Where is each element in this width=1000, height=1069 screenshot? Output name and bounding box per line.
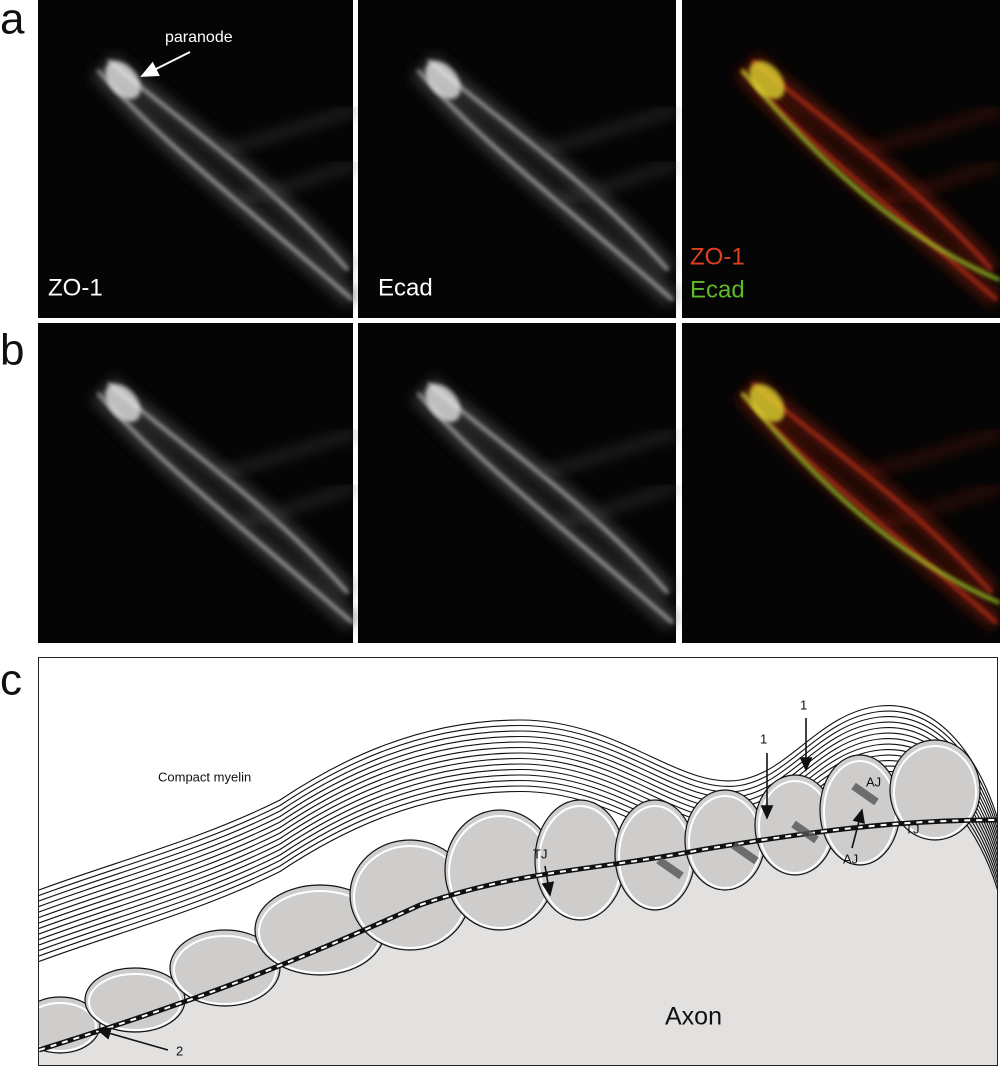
diagram-label: AJ <box>843 851 858 866</box>
fiber-glow <box>881 160 1000 205</box>
myelin-lamella <box>39 743 997 930</box>
paranodal-loop <box>889 739 981 841</box>
axolemma-dash <box>39 819 997 1051</box>
fiber-glow <box>861 105 1000 155</box>
myelin-lamella <box>39 749 997 935</box>
myelin-lamella <box>39 754 997 941</box>
diagram-arrows <box>96 718 865 1051</box>
paranode-spot <box>425 60 461 100</box>
channel-label: ZO-1 <box>690 243 745 270</box>
fiber-glow <box>557 483 677 528</box>
image-caption: ZO-1 <box>48 274 103 301</box>
fluorescence <box>91 376 359 630</box>
fluorescence <box>91 53 359 307</box>
myelin-lamella <box>39 738 997 924</box>
junction <box>731 841 759 865</box>
diagram-label: TJ <box>905 821 919 836</box>
paranode-spot <box>105 60 141 100</box>
paranode-spot <box>425 383 461 423</box>
paranodal-loop <box>534 799 626 921</box>
fiber-glow <box>557 160 677 205</box>
annotation-arrow <box>140 51 191 77</box>
fiber-glow <box>237 160 357 205</box>
myelin-lamella <box>39 732 997 919</box>
diagram-label: Compact myelin <box>158 769 251 784</box>
junction <box>791 820 819 844</box>
image-caption: Ecad <box>378 274 433 301</box>
paranodal-loop <box>819 754 901 866</box>
annotation: paranode <box>165 29 233 46</box>
diagram-label: TJ <box>533 846 547 861</box>
micrographs <box>38 0 1000 643</box>
fluorescence <box>735 53 1000 307</box>
fluorescence <box>411 376 679 630</box>
fiber-glow <box>861 428 1000 478</box>
paranodal-loop-inner <box>173 935 277 1005</box>
myelin-lamella <box>39 721 997 908</box>
paranode-spot <box>105 383 141 423</box>
fiber-glow <box>537 428 678 478</box>
fiber-glow <box>217 428 358 478</box>
myelin-lamella <box>39 760 997 946</box>
panel-label: c <box>0 656 22 705</box>
diagram-label: Axon <box>665 1003 722 1031</box>
channel-label: Ecad <box>690 276 745 303</box>
fluorescence <box>411 53 679 307</box>
junction <box>656 856 684 880</box>
junction <box>851 782 879 806</box>
panel-label: b <box>0 326 24 375</box>
diagram-label: 1 <box>800 697 807 712</box>
panel-label: a <box>0 0 25 44</box>
myelin-lamella <box>39 716 997 902</box>
fluorescence <box>735 376 1000 630</box>
paranode-spot <box>749 60 785 100</box>
paranodal-loop-inner <box>39 1002 97 1052</box>
diagram <box>39 705 997 1065</box>
paranodal-loop <box>39 996 101 1054</box>
fiber-glow <box>537 105 678 155</box>
paranode-spot <box>749 383 785 423</box>
paranodal-loop-inner <box>893 745 977 839</box>
paranodal-loop <box>84 967 186 1033</box>
fiber-glow <box>217 105 358 155</box>
fiber-glow <box>881 483 1000 528</box>
diagram-label: AJ <box>866 774 881 789</box>
diagram-label: 1 <box>760 731 767 746</box>
myelin-lamella <box>39 710 997 897</box>
myelin-lamella <box>39 727 997 913</box>
fiber-glow <box>237 483 357 528</box>
axon <box>39 820 997 1065</box>
myelin-lamella <box>39 705 997 891</box>
diagram-label: 2 <box>176 1043 183 1058</box>
